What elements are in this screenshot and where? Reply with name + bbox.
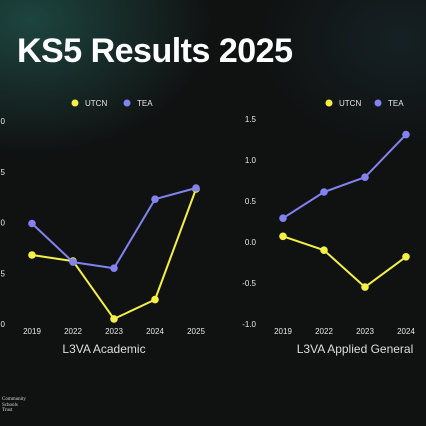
chart-1-series-utcn-point <box>110 315 118 323</box>
chart-2-y-tick-label: -1.0 <box>242 320 256 329</box>
chart-1-series-utcn-point <box>28 251 36 259</box>
chart-1-x-tick-label: 2025 <box>187 327 205 336</box>
chart-1-y-tick-label: .0 <box>0 320 6 329</box>
chart-1-y-tick-label: 5 <box>1 269 6 278</box>
chart-1-series-utcn-line <box>31 188 197 320</box>
chart-1-series-utcn-point <box>151 295 159 304</box>
page-title: KS5 Results 2025 <box>17 32 293 70</box>
chart-1-x-tick-label: 2024 <box>146 327 164 336</box>
chart-2-series-utcn-line <box>282 235 407 289</box>
chart-1-series-tea-point <box>28 219 36 228</box>
chart-2-series-tea-point <box>320 188 328 196</box>
logo-line-1: Community <box>2 397 26 402</box>
chart-1-y-tick-label: 0 <box>1 117 6 126</box>
chart-2-legend-utcn-label: UTCN <box>339 99 361 108</box>
chart-2-legend-tea-label: TEA <box>388 99 404 108</box>
chart-2-series-tea-point <box>402 130 410 139</box>
chart-1-y-tick-label: 0 <box>1 219 6 228</box>
chart-2-y-tick-label: 0.5 <box>245 197 257 206</box>
chart-1-series-tea-point <box>151 195 159 203</box>
chart-2-y-tick-label: 1.0 <box>245 156 257 165</box>
chart-2-series-utcn-point <box>279 232 287 241</box>
chart-2-y-tick-label: 1.5 <box>245 115 257 124</box>
chart-2-series-utcn-point <box>361 283 369 291</box>
chart-2-caption: L3VA Applied General <box>297 342 414 356</box>
chart-1-series-tea-point <box>110 264 118 273</box>
chart-2-x-tick-label: 2022 <box>315 327 333 336</box>
chart-2-legend-utcn-marker <box>325 99 333 107</box>
logo-line-2: Schools <box>2 402 18 408</box>
chart-2-series-utcn-point <box>402 252 410 261</box>
chart-1-series-tea-point <box>69 258 77 266</box>
chart-1-x-tick-label: 2023 <box>105 327 123 336</box>
chart-2-x-tick-label: 2023 <box>356 327 374 336</box>
chart-1-legend-utcn-label: UTCN <box>85 99 107 108</box>
community-schools-trust-logo: Community Schools Trust <box>2 397 42 414</box>
chart-2-series-tea-point <box>279 214 287 222</box>
logo-line-3: Trust <box>2 408 13 413</box>
chart-2-series-tea-line <box>282 133 407 220</box>
chart-2-y-tick-label: 0.0 <box>245 238 257 247</box>
chart-1-legend-tea-label: TEA <box>137 99 153 108</box>
chart-2-series-tea-point <box>361 173 369 181</box>
chart-1-x-tick-label: 2019 <box>23 327 41 336</box>
chart-2-y-tick-label: -0.5 <box>242 279 256 288</box>
chart-2-legend-tea-marker <box>374 99 382 107</box>
chart-2-x-tick-label: 2024 <box>397 327 415 336</box>
chart-2-series-utcn-point <box>320 246 328 254</box>
chart-1-caption: L3VA Academic <box>62 342 145 356</box>
chart-1-x-tick-label: 2022 <box>64 327 82 336</box>
chart-1-y-tick-label: 5 <box>1 168 6 177</box>
chart-2-x-tick-label: 2019 <box>274 327 292 336</box>
chart-1-series-tea-point <box>192 184 200 192</box>
chart-1-legend-tea-marker <box>123 99 131 107</box>
chart-1-legend-utcn-marker <box>71 99 79 107</box>
